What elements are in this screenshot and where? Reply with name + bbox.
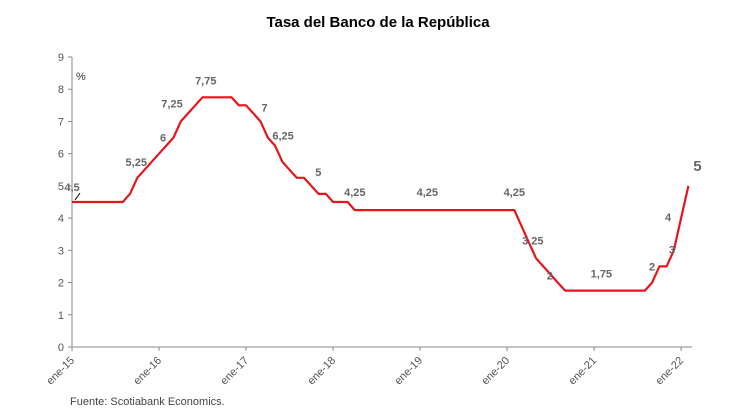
y-axis: 0 1 2 3 4 5 6 7 8 9 [58, 52, 73, 354]
y-tick-label: 8 [58, 84, 64, 96]
y-tick-label: 5 [58, 181, 64, 193]
data-label: 7 [261, 102, 267, 114]
x-tick-label: ene-21 [567, 355, 600, 388]
label-leader-line [74, 192, 81, 201]
y-tick-label: 4 [58, 213, 64, 225]
series-line [72, 96, 690, 292]
x-axis: ene-15 ene-16 ene-17 ene-18 ene-19 ene-20 ene-… [44, 346, 692, 388]
x-tick-label: ene-18 [305, 355, 338, 388]
x-tick-label: ene-22 [654, 355, 687, 388]
data-label: 4 [665, 212, 672, 224]
data-label: 7,25 [161, 98, 182, 110]
data-label: 4,5 [64, 182, 79, 194]
data-label: 6 [160, 133, 166, 145]
y-axis-unit-label: % [76, 71, 86, 83]
x-tick-label: ene-19 [392, 355, 425, 388]
x-tick-label: ene-17 [218, 355, 251, 388]
data-label: 2 [547, 271, 553, 283]
x-tick-label: ene-20 [479, 355, 512, 388]
x-tick-label: ene-15 [44, 355, 77, 388]
data-label: 5 [315, 167, 321, 179]
data-label: 2 [649, 262, 655, 274]
data-label: 5 [693, 158, 701, 175]
x-tick-label: ene-16 [131, 355, 164, 388]
series-layer [72, 96, 690, 292]
data-label: 7,75 [195, 75, 216, 87]
data-label: 4,25 [344, 187, 365, 199]
y-tick-label: 0 [58, 342, 64, 354]
data-label: 1,75 [591, 269, 612, 281]
data-label: 3,25 [522, 235, 543, 247]
data-label: 4,25 [417, 187, 438, 199]
y-tick-label: 7 [58, 116, 64, 128]
source-note: Fuente: Scotiabank Economics. [70, 396, 225, 408]
data-label: 4,25 [504, 187, 525, 199]
y-tick-label: 2 [58, 278, 64, 290]
y-tick-label: 1 [58, 310, 64, 322]
data-label: 6,25 [272, 131, 293, 143]
chart-title: Tasa del Banco de la República [266, 14, 490, 31]
data-label: 3 [669, 244, 675, 256]
y-tick-label: 9 [58, 52, 64, 64]
y-tick-label: 6 [58, 149, 64, 161]
data-label: 5,25 [126, 157, 147, 169]
y-tick-label: 3 [58, 245, 64, 257]
data-labels: 4,5 5,25 6 7,25 7,75 7 6,25 5 4,25 4,25 4,25 3,25 2 1… [64, 75, 701, 282]
